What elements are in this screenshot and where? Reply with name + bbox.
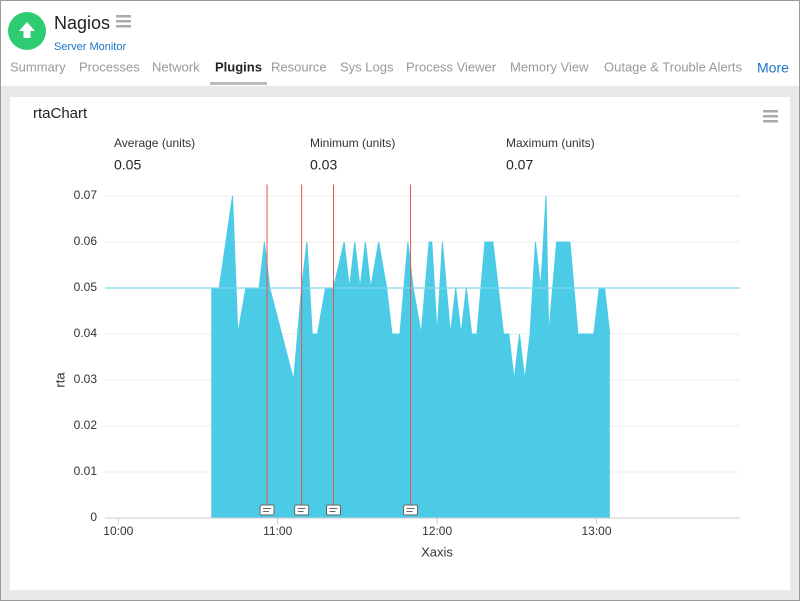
tab[interactable]: Summary: [10, 59, 66, 74]
subtitle: Server Monitor: [54, 41, 126, 53]
stat-label: Average (units): [114, 136, 195, 150]
card-title: rtaChart: [33, 105, 88, 122]
y-tick-label: 0.07: [74, 188, 98, 202]
x-tick-label: 11:00: [263, 524, 292, 538]
event-marker[interactable]: [294, 504, 310, 516]
tab[interactable]: Outage & Trouble Alerts: [604, 59, 743, 74]
tab[interactable]: Process Viewer: [406, 59, 497, 74]
tab[interactable]: Resource: [271, 59, 327, 74]
event-marker-lines: [263, 508, 272, 512]
tab[interactable]: Processes: [79, 59, 140, 74]
stat-value: 0.07: [506, 157, 533, 173]
more-link[interactable]: More: [757, 60, 789, 76]
y-tick-label: 0.03: [74, 372, 98, 386]
y-tick-label: 0.04: [74, 326, 98, 340]
x-axis-title: Xaxis: [421, 544, 453, 559]
app-name: Nagios: [54, 13, 110, 33]
tab[interactable]: Network: [152, 59, 200, 74]
event-marker-lines: [297, 508, 306, 512]
tab[interactable]: Plugins: [215, 59, 262, 74]
x-tick-label: 10:00: [103, 524, 133, 538]
stat-label: Maximum (units): [506, 136, 595, 150]
stat-value: 0.05: [114, 157, 141, 173]
event-marker-lines: [329, 508, 338, 512]
event-marker[interactable]: [325, 504, 341, 516]
y-tick-label: 0.05: [74, 280, 98, 294]
y-axis-title: rta: [52, 372, 67, 388]
menu-icon[interactable]: [116, 15, 131, 28]
y-tick-label: 0.06: [74, 234, 98, 248]
stat-label: Minimum (units): [310, 136, 395, 150]
event-marker[interactable]: [403, 504, 419, 516]
stat-value: 0.03: [310, 157, 337, 173]
y-tick-label: 0.02: [74, 418, 98, 432]
y-tick-label: 0.01: [74, 464, 98, 478]
header-bar: [0, 0, 800, 86]
y-tick-label: 0: [90, 510, 97, 524]
area-line: [211, 195, 611, 381]
tab[interactable]: Sys Logs: [340, 59, 394, 74]
x-tick-label: 12:00: [422, 524, 452, 538]
x-tick-label: 13:00: [582, 524, 612, 538]
card-menu-icon[interactable]: [763, 110, 778, 123]
event-marker-lines: [406, 508, 415, 512]
tab-underline: [210, 82, 267, 85]
tab[interactable]: Memory View: [510, 59, 589, 74]
event-marker[interactable]: [259, 504, 275, 516]
logo-arrow: [19, 22, 35, 38]
